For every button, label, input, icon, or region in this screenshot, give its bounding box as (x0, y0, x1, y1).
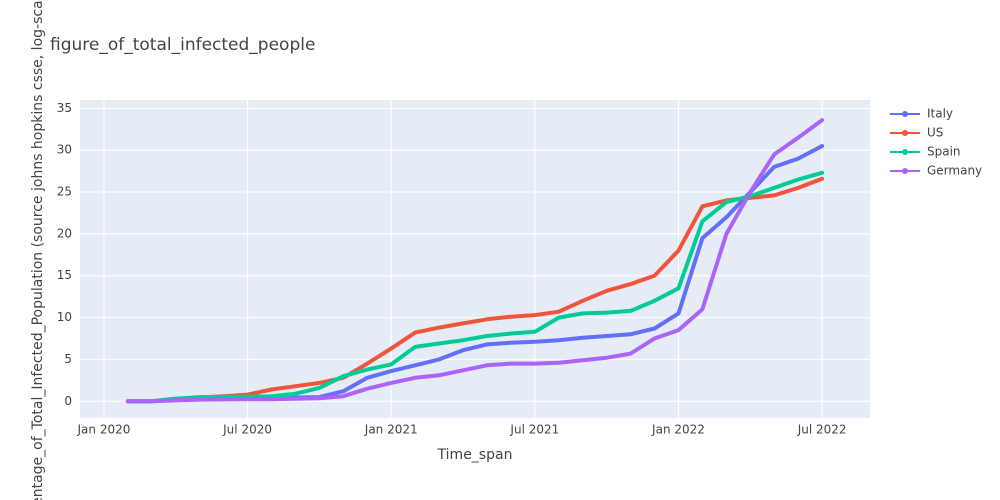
y-tick-label: 35 (57, 101, 72, 115)
x-tick-label: Jan 2020 (77, 423, 131, 437)
y-tick-label: 25 (57, 185, 72, 199)
x-axis-title: Time_span (437, 447, 513, 463)
y-tick-label: 30 (57, 143, 72, 157)
x-tick-label: Jul 2022 (797, 423, 847, 437)
series-line (125, 118, 825, 404)
x-tick-label: Jul 2021 (509, 423, 559, 437)
legend-item: Spain (890, 145, 961, 159)
legend-label: Germany (927, 164, 982, 178)
legend-marker (902, 111, 908, 117)
legend-label: Spain (927, 145, 961, 159)
x-tick-label: Jan 2022 (651, 423, 705, 437)
legend-label: Italy (927, 107, 953, 121)
chart-title: figure_of_total_infected_people (50, 35, 315, 55)
legend-marker (902, 149, 908, 155)
y-tick-label: 5 (64, 352, 72, 366)
legend-item: Italy (890, 107, 953, 121)
legend-marker (902, 168, 908, 174)
y-tick-label: 10 (57, 310, 72, 324)
plot-area (80, 100, 870, 418)
x-tick-label: Jan 2021 (364, 423, 418, 437)
legend-item: Germany (890, 164, 982, 178)
legend-label: US (927, 126, 943, 140)
legend-item: US (890, 126, 943, 140)
legend-marker (902, 130, 908, 136)
y-axis-title: Percentage_of_Total_Infected_Population … (30, 0, 46, 500)
series-line (125, 170, 825, 404)
x-tick-label: Jul 2020 (222, 423, 272, 437)
y-tick-label: 0 (64, 394, 72, 408)
y-tick-label: 20 (57, 226, 72, 240)
y-tick-label: 15 (57, 268, 72, 282)
